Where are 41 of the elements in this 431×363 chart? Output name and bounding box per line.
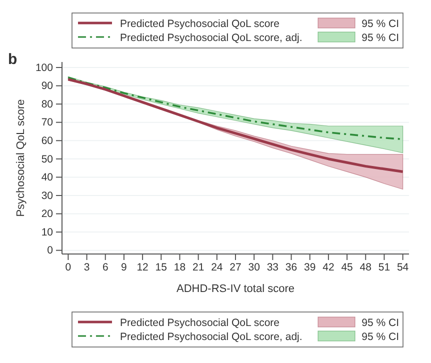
x-tick-label: 21 (192, 261, 204, 274)
x-tick-label: 54 (396, 261, 409, 274)
x-tick-label: 33 (266, 261, 279, 274)
x-tick-label: 39 (304, 261, 316, 274)
x-tick-label: 36 (285, 261, 298, 274)
text: 95 % CI (362, 32, 399, 44)
text: 95 % CI (362, 18, 399, 30)
x-tick-label: 6 (102, 261, 108, 274)
x-tick-label: 27 (230, 261, 242, 274)
x-tick-label: 0 (65, 261, 72, 274)
y-tick-label: 90 (41, 80, 54, 92)
x-tick-label: 12 (136, 261, 149, 274)
text: b (8, 51, 18, 68)
text: 95 % CI (362, 331, 399, 343)
y-axis-title: Psychosocial QoL score (15, 99, 27, 217)
y-tick-label: 20 (41, 208, 54, 220)
y-tick-label: 30 (41, 190, 54, 202)
y-tick-label: 10 (41, 226, 54, 238)
y-tick-label: 0 (47, 244, 54, 257)
text: 95 % CI (362, 317, 399, 329)
x-tick-label: 3 (84, 261, 90, 274)
x-tick-label: 30 (248, 261, 260, 274)
x-tick-label: 18 (174, 261, 186, 274)
legend-label: Predicted Psychosocial QoL score (120, 18, 280, 30)
x-tick-label: 42 (322, 261, 334, 274)
y-tick-label: 100 (35, 62, 54, 74)
x-tick-label: 48 (360, 261, 372, 274)
x-axis-title: ADHD-RS-IV total score (176, 283, 294, 295)
text: Predicted Psychosocial QoL score, adj. (120, 331, 302, 343)
x-tick-label: 45 (341, 261, 354, 274)
y-tick-label: 50 (41, 153, 54, 166)
y-tick-label: 80 (41, 98, 54, 110)
x-tick-label: 9 (121, 261, 128, 274)
text: Predicted Psychosocial QoL score (120, 317, 280, 329)
x-tick-label: 51 (378, 261, 390, 274)
x-tick-label: 24 (211, 261, 223, 274)
x-tick-label: 15 (155, 261, 168, 274)
y-tick-label: 60 (41, 134, 54, 147)
legend-label: Predicted Psychosocial QoL score, adj. (120, 32, 302, 44)
y-tick-label: 70 (41, 116, 54, 129)
y-tick-label: 40 (41, 172, 54, 184)
